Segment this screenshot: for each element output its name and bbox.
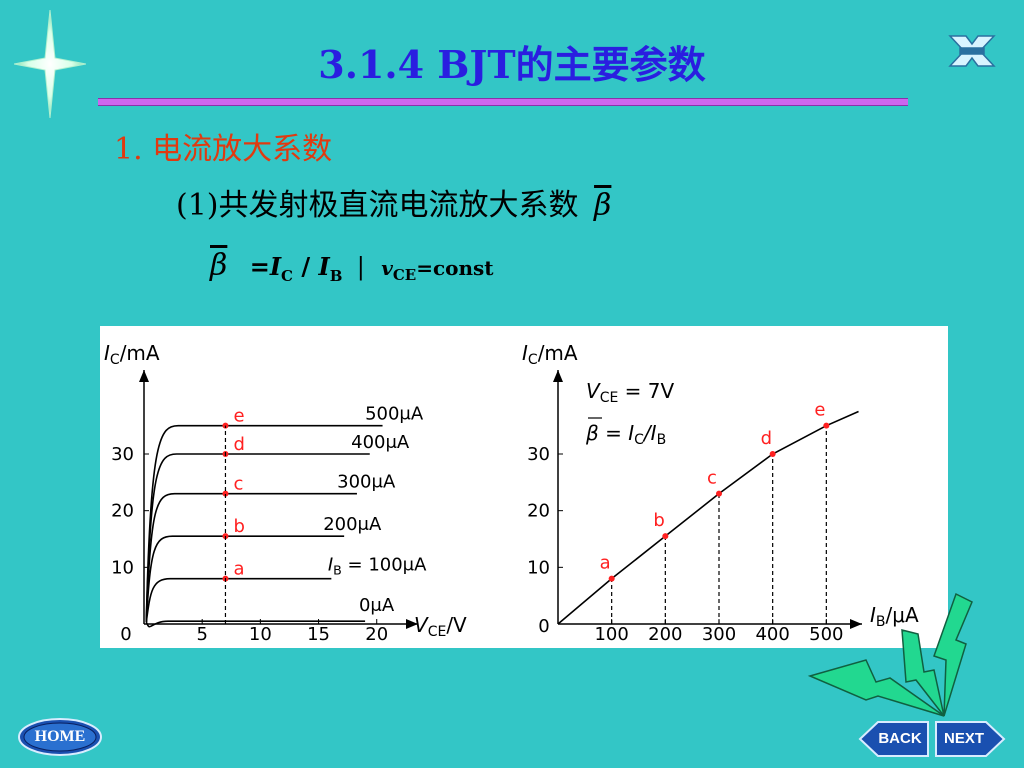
back-button[interactable]: BACK xyxy=(858,720,930,758)
chart2-point xyxy=(769,451,776,457)
chart2-point xyxy=(608,575,615,582)
home-button-shape xyxy=(18,718,102,756)
subsection-text: (1)共发射极直流电流放大系数 xyxy=(176,188,579,223)
chart2-x-tick-label: 100 xyxy=(594,624,628,645)
chart1-point-label: e xyxy=(233,406,244,427)
chart1-curve-label: 400μA xyxy=(351,432,410,453)
home-button[interactable]: HOME xyxy=(18,718,102,756)
formula-slash: / xyxy=(293,252,319,281)
chart2-y-tick-label: 20 xyxy=(527,501,550,522)
chart2-origin-label: 0 xyxy=(538,616,549,637)
chart1-y-tick-label: 20 xyxy=(111,501,134,522)
chart1-x-tick-label: 15 xyxy=(307,624,330,645)
next-arrow-icon xyxy=(935,721,1006,757)
chart2-y-arrow xyxy=(553,370,563,382)
chart2-x-tick-label: 300 xyxy=(702,624,736,645)
chart1-curve xyxy=(145,424,383,623)
chart1-curve xyxy=(145,620,366,628)
chart1-x-tick-label: 5 xyxy=(196,624,207,645)
chart2-y-tick-label: 30 xyxy=(527,444,550,465)
formula-cond: =const xyxy=(416,256,494,280)
chart1-curve xyxy=(145,577,332,623)
chart2-x-tick-label: 200 xyxy=(648,624,682,645)
chart1-y-tick-label: 10 xyxy=(111,557,134,578)
formula-beta: β xyxy=(210,248,228,283)
back-arrow-icon xyxy=(858,721,929,757)
lightning-icon xyxy=(807,592,973,717)
formula-equals: = xyxy=(249,252,270,281)
subsection-heading: (1)共发射极直流电流放大系数 β xyxy=(176,180,611,224)
back-label: BACK xyxy=(878,730,922,747)
chart2-point xyxy=(823,422,830,429)
chart1-point xyxy=(222,490,229,497)
chart1-x-tick-label: 20 xyxy=(365,624,388,645)
chart1-x-tick-label: 10 xyxy=(249,624,272,645)
formula-ib: I xyxy=(318,252,330,281)
beta-formula: β =IC / IB | vCE=const xyxy=(210,248,494,285)
chart1-curve-label: 300μA xyxy=(337,472,396,493)
title-divider xyxy=(98,98,908,106)
chart2-x-arrow xyxy=(850,619,862,629)
formula-ic: I xyxy=(269,252,282,281)
next-label: NEXT xyxy=(943,730,984,747)
exit-icon[interactable] xyxy=(946,32,998,70)
chart2-point-label: b xyxy=(653,510,664,531)
chart2-point-label: c xyxy=(707,468,717,489)
chart1-y-arrow xyxy=(139,370,149,382)
chart1-curve-label: 200μA xyxy=(323,514,382,535)
chart1-curve-label: 0μA xyxy=(359,595,395,616)
chart2-point-label: e xyxy=(814,400,825,421)
chart1-x-arrow xyxy=(406,619,418,629)
chart2-y-tick-label: 10 xyxy=(527,557,550,578)
chart2-x-label: IB/μA xyxy=(870,603,919,630)
formula-ib-sub: B xyxy=(329,266,343,285)
chart1-point-label: a xyxy=(233,559,244,580)
chart2-point xyxy=(716,490,722,497)
chart2-point xyxy=(662,533,669,540)
formula-v: v xyxy=(381,256,393,280)
chart1-y-tick-label: 30 xyxy=(111,444,134,465)
chart1-point-label: d xyxy=(233,434,244,455)
chart2-point-label: a xyxy=(600,553,611,574)
section-heading: 1. 电流放大系数 xyxy=(114,132,333,167)
chart1-x-label: VCE/V xyxy=(414,613,467,640)
chart1-curve-label: 500μA xyxy=(365,404,424,425)
formula-bar: | xyxy=(356,253,365,281)
formula-v-sub: CE xyxy=(392,266,417,284)
formula-ic-sub: C xyxy=(281,266,293,285)
chart1-point-label: c xyxy=(233,474,243,495)
chart2-vce-annotation: VCE = 7V xyxy=(586,379,675,406)
chart1-curve-label: IB = 100μA xyxy=(328,555,427,578)
chart1-curve xyxy=(145,492,357,623)
chart2-point-label: d xyxy=(761,428,772,449)
chart2-y-label: IC/mA xyxy=(522,341,578,368)
chart2-beta-annotation: β = IC/IB xyxy=(585,421,666,448)
chart2-x-tick-label: 500 xyxy=(809,624,843,645)
page-title: 3.1.4 BJT的主要参数 xyxy=(318,42,706,87)
characteristics-figure: IC/mA VCE/V 0 5 10 15 20 10 20 30 0μA a IB = 100μA b 2… xyxy=(100,326,948,648)
chart1-y-label: IC/mA xyxy=(104,341,160,368)
chart2-x-tick-label: 400 xyxy=(755,624,789,645)
beta-bar-symbol: β xyxy=(594,188,612,223)
home-label: HOME xyxy=(34,728,86,745)
next-button[interactable]: NEXT xyxy=(934,720,1006,758)
chart1-point-label: b xyxy=(233,516,244,537)
chart1-x-tick-label: 0 xyxy=(120,624,131,645)
sparkle-star-icon xyxy=(14,10,86,118)
